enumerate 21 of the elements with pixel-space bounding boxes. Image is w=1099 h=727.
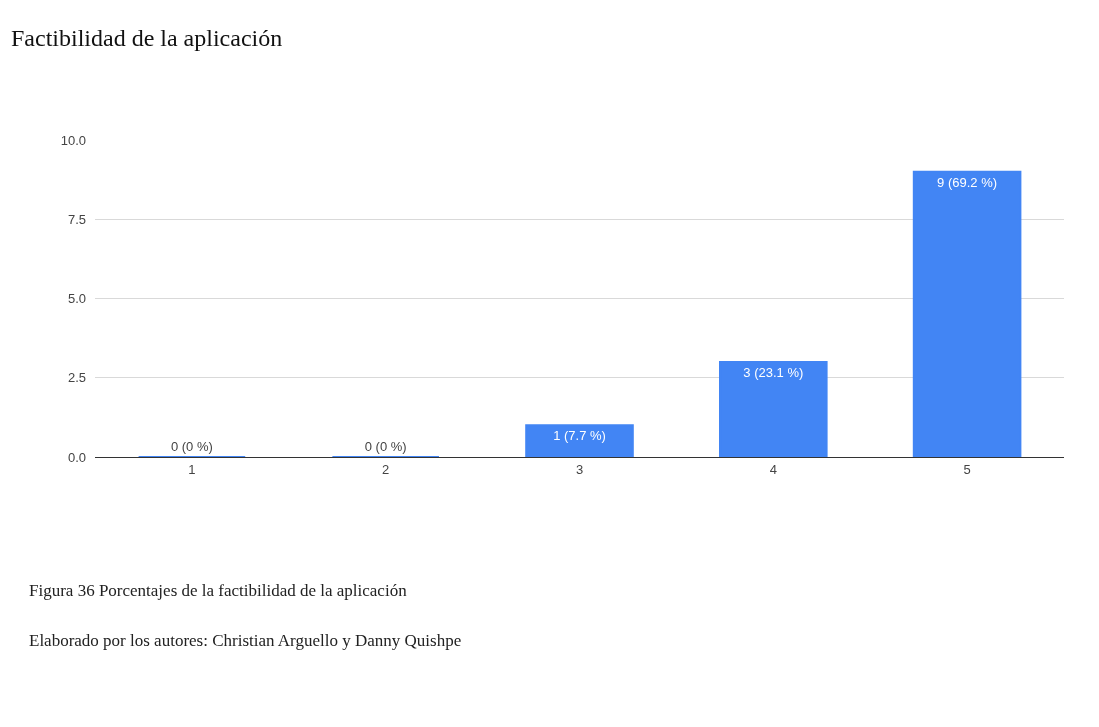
bar bbox=[525, 424, 634, 457]
y-tick-label: 7.5 bbox=[67, 211, 86, 227]
y-tick-label: 0.0 bbox=[67, 449, 86, 465]
text: Elaborado por los autores: Christian Arguello y Danny Quishpe bbox=[29, 631, 462, 650]
text: Figura 36 Porcentajes de la factibilidad de la aplicación bbox=[29, 581, 408, 600]
y-tick-label: 5.0 bbox=[67, 291, 86, 307]
text: 1 (7.7 %) bbox=[553, 428, 606, 444]
x-tick-label: 4 bbox=[769, 461, 777, 477]
text: 0 (0 %) bbox=[364, 439, 407, 454]
text: 9 (69.2 %) bbox=[937, 174, 998, 190]
y-tick-label: 2.5 bbox=[67, 370, 86, 386]
chart-title: Factibilidad de la aplicación bbox=[10, 24, 283, 51]
x-tick-label: 2 bbox=[382, 461, 390, 477]
bar bbox=[719, 360, 828, 457]
x-tick-label: 3 bbox=[575, 461, 584, 477]
bar bbox=[912, 170, 1022, 457]
text: 0 (0 %) bbox=[170, 439, 213, 454]
x-tick-label: 5 bbox=[963, 461, 971, 477]
x-tick-label: 1 bbox=[188, 461, 196, 477]
text: 3 (23.1 %) bbox=[743, 364, 804, 380]
y-tick-label: 10.0 bbox=[60, 132, 86, 148]
